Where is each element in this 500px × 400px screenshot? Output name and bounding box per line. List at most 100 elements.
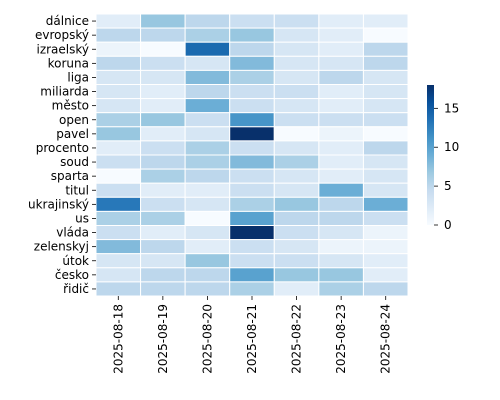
colorbar-tick-label: 0 bbox=[444, 218, 452, 232]
y-tick-label: česko bbox=[55, 268, 89, 282]
heatmap-cell bbox=[140, 154, 186, 170]
heatmap-cell bbox=[362, 196, 409, 212]
heatmap-cell bbox=[273, 140, 320, 156]
heatmap-cell bbox=[140, 281, 186, 297]
heatmap-cell bbox=[95, 98, 142, 114]
heatmap-cell bbox=[362, 239, 409, 255]
heatmap-cell bbox=[229, 154, 275, 170]
heatmap-cell bbox=[95, 168, 142, 184]
heatmap-cell bbox=[229, 27, 275, 43]
heatmap-cell bbox=[184, 154, 231, 170]
heatmap-cell bbox=[318, 27, 364, 43]
heatmap-cell bbox=[318, 41, 364, 57]
y-axis-labels: dálniceevropskýizraelskýkorunaligamiliar… bbox=[28, 14, 96, 296]
heatmap-cell bbox=[184, 41, 231, 57]
heatmap-cell bbox=[95, 84, 142, 100]
heatmap-cell bbox=[184, 182, 231, 198]
heatmap-cell bbox=[184, 239, 231, 255]
y-tick-label: ukrajinský bbox=[28, 197, 89, 211]
heatmap-cell bbox=[140, 27, 186, 43]
x-tick-label: 2025-08-24 bbox=[379, 304, 393, 374]
y-tick-label: open bbox=[59, 113, 89, 127]
heatmap-cell bbox=[184, 13, 231, 29]
heatmap-cell bbox=[318, 182, 364, 198]
heatmap-cell bbox=[95, 182, 142, 198]
heatmap-cell bbox=[95, 41, 142, 57]
heatmap-cell bbox=[273, 112, 320, 128]
heatmap-cell bbox=[184, 69, 231, 86]
heatmap-cell bbox=[318, 210, 364, 226]
heatmap-cell bbox=[229, 210, 275, 226]
heatmap-cell bbox=[95, 55, 142, 71]
x-tick-label: 2025-08-23 bbox=[334, 304, 348, 374]
y-tick-label: sparta bbox=[51, 169, 89, 183]
heatmap-cell bbox=[318, 84, 364, 100]
heatmap-cell bbox=[140, 13, 186, 29]
heatmap-cell bbox=[140, 267, 186, 283]
heatmap-cell bbox=[184, 55, 231, 71]
heatmap-cell bbox=[362, 182, 409, 198]
y-tick-label: miliarda bbox=[40, 85, 89, 99]
heatmap-cell bbox=[273, 225, 320, 241]
heatmap-cell bbox=[140, 196, 186, 212]
heatmap-cell bbox=[140, 239, 186, 255]
heatmap-cell bbox=[273, 267, 320, 283]
heatmap-cell bbox=[273, 281, 320, 297]
colorbar-gradient bbox=[427, 85, 434, 225]
heatmap-cell bbox=[140, 112, 186, 128]
heatmap-cell bbox=[95, 69, 142, 86]
heatmap-cell bbox=[140, 98, 186, 114]
heatmap-cell bbox=[229, 126, 275, 142]
heatmap-cell bbox=[95, 126, 142, 142]
heatmap-cell bbox=[318, 98, 364, 114]
heatmap-cell bbox=[362, 154, 409, 170]
heatmap-cell bbox=[140, 69, 186, 86]
y-tick-label: evropský bbox=[35, 28, 89, 42]
heatmap-cell bbox=[95, 239, 142, 255]
heatmap-cell bbox=[229, 41, 275, 57]
heatmap-cell bbox=[229, 98, 275, 114]
colorbar: 0 5 10 15 bbox=[427, 85, 459, 232]
heatmap-cell bbox=[318, 168, 364, 184]
x-tick-label: 2025-08-21 bbox=[245, 304, 259, 374]
heatmap-cell bbox=[273, 196, 320, 212]
heatmap-cell bbox=[184, 98, 231, 114]
heatmap-cell bbox=[95, 267, 142, 283]
heatmap-cell bbox=[362, 140, 409, 156]
heatmap-cell bbox=[140, 140, 186, 156]
heatmap-cell bbox=[273, 239, 320, 255]
heatmap-cell bbox=[362, 126, 409, 142]
heatmap-cell bbox=[273, 210, 320, 226]
heatmap-cell bbox=[184, 225, 231, 241]
y-tick-label: us bbox=[75, 211, 89, 225]
heatmap-cell bbox=[318, 112, 364, 128]
heatmap-cell bbox=[229, 239, 275, 255]
heatmap-cell bbox=[184, 126, 231, 142]
heatmap-cell bbox=[140, 84, 186, 100]
heatmap-cell bbox=[229, 69, 275, 86]
heatmap-cell bbox=[184, 210, 231, 226]
heatmap-cell bbox=[273, 69, 320, 86]
heatmap-cell bbox=[273, 182, 320, 198]
heatmap-cell bbox=[318, 126, 364, 142]
heatmap-cell bbox=[362, 225, 409, 241]
y-tick-label: útok bbox=[62, 254, 89, 268]
y-tick-label: izraelský bbox=[36, 42, 89, 56]
y-tick-label: titul bbox=[65, 183, 89, 197]
y-tick-label: dálnice bbox=[46, 14, 89, 28]
y-tick-label: město bbox=[52, 99, 89, 113]
heatmap-cell bbox=[95, 27, 142, 43]
heatmap-cell bbox=[362, 27, 409, 43]
x-tick-label: 2025-08-22 bbox=[290, 304, 304, 374]
heatmap-cell bbox=[184, 196, 231, 212]
heatmap-cell bbox=[362, 41, 409, 57]
heatmap-cell bbox=[318, 253, 364, 269]
heatmap-cell bbox=[229, 253, 275, 269]
heatmap-cell bbox=[184, 27, 231, 43]
heatmap-cell bbox=[184, 140, 231, 156]
heatmap-cell bbox=[95, 225, 142, 241]
heatmap-cell bbox=[362, 98, 409, 114]
x-tick-label: 2025-08-18 bbox=[111, 304, 125, 374]
heatmap-cell bbox=[273, 154, 320, 170]
